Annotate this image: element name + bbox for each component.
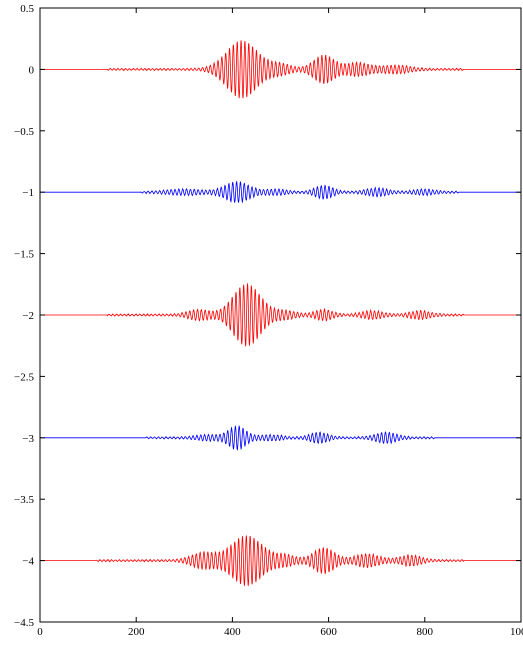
x-tick-label: 600: [320, 626, 337, 638]
series-line-1: [40, 40, 521, 99]
x-tick-label: 400: [224, 626, 241, 638]
y-tick-label: 0.5: [20, 3, 34, 15]
x-tick-label: 0: [37, 626, 43, 638]
series-line-2: [40, 180, 521, 204]
y-tick-label: −3: [22, 433, 34, 445]
y-tick-label: −2: [22, 310, 34, 322]
y-tick-label: −1: [22, 187, 34, 199]
axis-layer: 0.50−0.5−1−1.5−2−2.5−3−3.5−4−4.50 200 400 6…: [14, 3, 523, 638]
y-tick-label: −4.5: [14, 617, 34, 629]
y-tick-label: 0: [29, 64, 35, 76]
series-layer: [40, 40, 521, 586]
x-tick-label: 200: [128, 626, 145, 638]
y-tick-label: −0.5: [14, 126, 34, 138]
x-tick-label: 1000: [510, 626, 523, 638]
y-tick-label: −3.5: [14, 494, 34, 506]
y-tick-label: −4: [22, 556, 34, 568]
series-line-3: [40, 283, 521, 347]
series-line-4: [40, 424, 521, 451]
series-line-5: [40, 535, 521, 586]
y-tick-label: −1.5: [14, 249, 34, 261]
x-tick-label: 800: [417, 626, 434, 638]
y-tick-label: −2.5: [14, 371, 34, 383]
